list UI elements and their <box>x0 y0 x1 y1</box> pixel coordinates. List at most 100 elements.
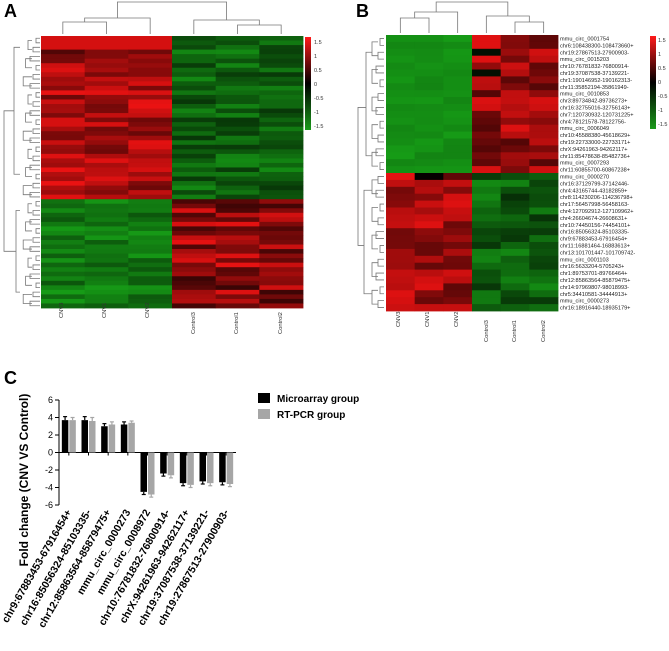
heatmap-a-cell <box>84 135 129 141</box>
heatmap-a-cell <box>41 122 86 128</box>
heatmap-b-cell <box>500 214 530 222</box>
dendrogram-branch <box>485 15 530 33</box>
heatmap-a-cell <box>172 117 217 123</box>
heatmap-a-cell <box>172 285 217 291</box>
heatmap-b-row-label: chr3:89734842-89736273+ <box>560 99 627 105</box>
dendrogram-branch <box>27 94 32 105</box>
heatmap-a-cell <box>215 212 260 218</box>
heatmap-a-cell <box>215 194 260 200</box>
heatmap-a-cell <box>172 226 217 232</box>
heatmap-b-cell <box>386 207 416 215</box>
heatmap-a-cell <box>259 72 304 78</box>
dendrogram-branch <box>371 69 378 84</box>
heatmap-b-column-dendrogram <box>399 1 545 33</box>
heatmap-a-cell <box>84 199 129 205</box>
heatmap-b-cell <box>386 228 416 236</box>
heatmap-b-cell <box>414 207 444 215</box>
dendrogram-branch <box>32 46 40 53</box>
bar-microarray <box>199 452 206 482</box>
heatmap-a-cell <box>259 40 304 46</box>
heatmap-b-row-label: chr10:45588380-45618629+ <box>560 133 630 139</box>
heatmap-a-cell <box>259 253 304 259</box>
y-tick-label: -2 <box>45 465 53 475</box>
heatmap-a-cell <box>172 85 217 91</box>
heatmap-a-cell <box>259 185 304 191</box>
y-tick-label: -6 <box>45 500 53 510</box>
heatmap-a-cell <box>215 108 260 114</box>
heatmap-a-cell <box>128 104 173 109</box>
heatmap-a-cell <box>128 262 173 268</box>
heatmap-b-cell <box>529 235 559 243</box>
heatmap-a-cell <box>41 113 86 118</box>
heatmap-a-cell <box>215 172 260 177</box>
heatmap-a-cell <box>128 181 173 186</box>
heatmap-b-cell <box>443 124 473 132</box>
heatmap-a-cell <box>128 72 173 78</box>
heatmap-b-cell <box>472 166 502 174</box>
heatmap-b-cell <box>472 235 502 243</box>
dendrogram-branch <box>62 21 107 34</box>
heatmap-a-cell <box>172 135 217 141</box>
heatmap-a-cell <box>172 36 217 41</box>
heatmap-a-cell <box>41 253 86 259</box>
heatmap-a-cell <box>215 49 260 55</box>
heatmap-a-cell <box>259 45 304 50</box>
dendrogram-branch <box>365 51 372 157</box>
heatmap-a-cell <box>215 135 260 141</box>
heatmap-b-cell <box>529 304 559 312</box>
heatmap-a-cell <box>215 271 260 277</box>
heatmap-a-cell <box>41 144 86 150</box>
heatmap-a-cell <box>172 181 217 186</box>
heatmap-a-cell <box>84 244 129 250</box>
heatmap-a-cell <box>215 99 260 105</box>
heatmap-b-cell <box>414 131 444 139</box>
heatmap-a-cell <box>84 58 129 64</box>
heatmap-b-row-label: chr13:101701447-101709742- <box>560 250 635 256</box>
heatmap-b-col-label: Control3 <box>484 320 490 342</box>
heatmap-b-cell <box>443 193 473 201</box>
heatmap-b-cell <box>443 221 473 229</box>
heatmap-a-cell <box>41 172 86 177</box>
y-tick-label: -4 <box>45 483 53 493</box>
dendrogram-branch <box>377 300 384 308</box>
heatmap-a-cell <box>84 280 129 286</box>
heatmap-a-cell <box>128 244 173 250</box>
heatmap-a-cell <box>259 249 304 254</box>
panel-a-label: A <box>4 1 17 21</box>
heatmap-a-cell <box>84 72 129 78</box>
heatmap-a-cell <box>84 230 129 236</box>
heatmap-b-row-label: mmu_circ_0000270 <box>560 174 609 180</box>
dendrogram-branch <box>27 203 32 214</box>
heatmap-b-cell <box>386 248 416 257</box>
heatmap-b-cell <box>500 35 530 43</box>
heatmap-b-cell <box>386 145 416 153</box>
heatmap-b-cells <box>386 35 559 312</box>
heatmap-a-cell <box>172 104 217 109</box>
heatmap-a-cell <box>128 167 173 173</box>
heatmap-a-cell <box>215 258 260 264</box>
heatmap-b-cell <box>386 138 416 146</box>
heatmap-b-cell <box>414 235 444 243</box>
heatmap-b-cell <box>443 207 473 215</box>
heatmap-b-cell <box>472 283 502 291</box>
dendrogram-branch <box>32 155 40 162</box>
heatmap-b-cell <box>414 55 444 63</box>
heatmap-a-cell <box>172 126 217 132</box>
bar-rtpcr <box>207 452 214 484</box>
dendrogram-branch <box>377 176 384 184</box>
heatmap-b-cell <box>472 90 502 98</box>
heatmap-b-cell <box>386 76 416 84</box>
heatmap-a-cell <box>172 54 217 60</box>
heatmap-a-cell <box>128 240 173 245</box>
heatmap-b-row-label: chr1:190146952-190162313- <box>560 78 632 84</box>
heatmap-a-cell <box>41 54 86 60</box>
heatmap-a-cell <box>84 81 129 87</box>
heatmap-b-cell <box>386 41 416 50</box>
heatmap-a-cell <box>259 99 304 105</box>
dendrogram-branch <box>371 124 378 139</box>
heatmap-a-cell <box>128 85 173 91</box>
heatmap-b-row-label: chr11:35852194-35861949- <box>560 85 629 91</box>
heatmap-a-cell <box>128 58 173 64</box>
heatmap-b-cell <box>500 248 530 257</box>
heatmap-a-col-label: Control2 <box>278 312 284 334</box>
